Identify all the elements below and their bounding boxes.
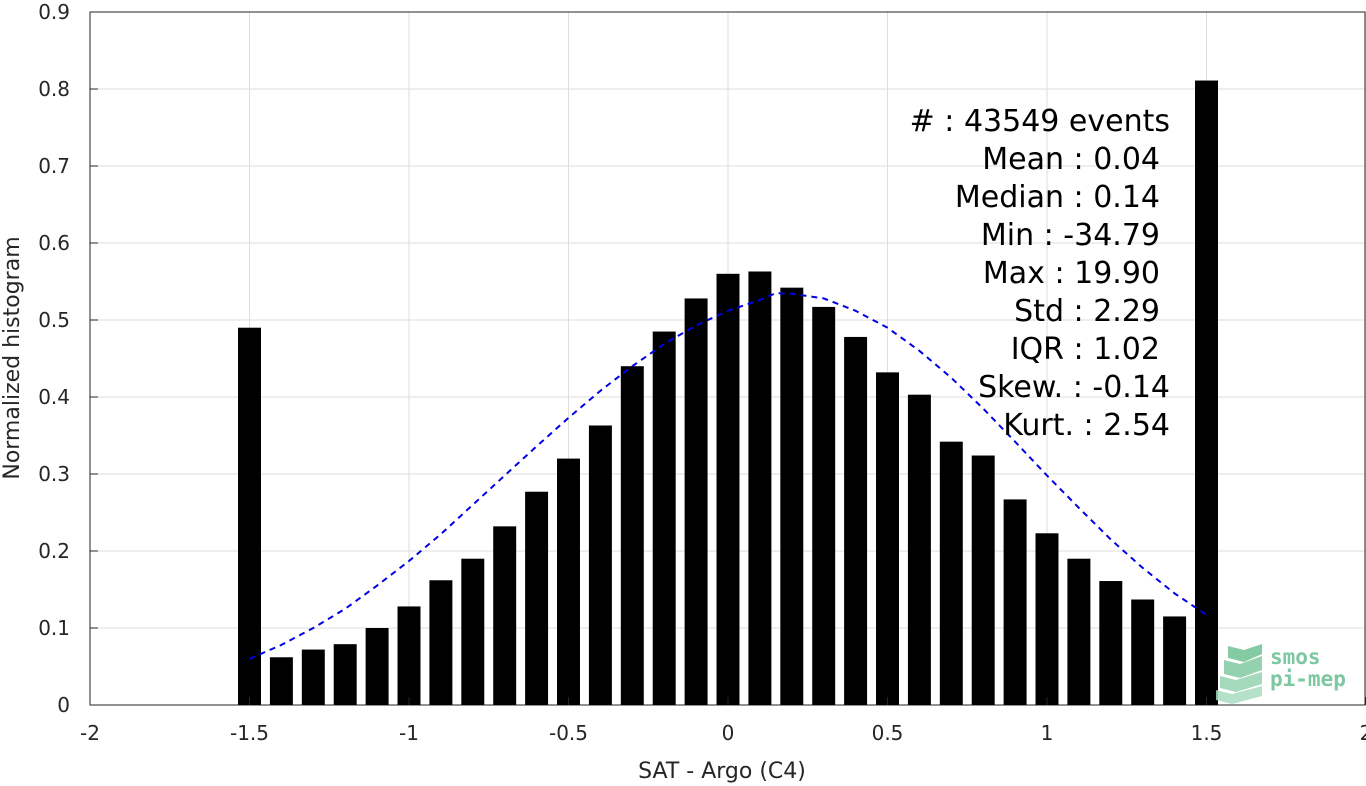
- x-tick-label: 1.5: [1191, 721, 1223, 745]
- histogram-bar: [1131, 599, 1155, 705]
- stat-min: Min : -34.79: [981, 218, 1160, 253]
- histogram-bar: [652, 331, 676, 705]
- y-tick-label: 0.6: [38, 231, 70, 255]
- histogram-bar: [876, 372, 899, 705]
- logo-text-smos: smos: [1270, 645, 1321, 669]
- histogram-bar: [748, 271, 772, 705]
- histogram-bar: [971, 455, 995, 705]
- x-tick-label: 0.5: [872, 721, 904, 745]
- histogram-bar: [939, 441, 963, 705]
- y-tick-label: 0.9: [38, 0, 70, 24]
- y-tick-label: 0.7: [38, 154, 70, 178]
- stat-std: Std : 2.29: [1014, 294, 1160, 329]
- smos-pi-mep-logo: smos pi-mep: [1216, 644, 1346, 704]
- stats-box: # : 43549 events Mean : 0.04 Median : 0.…: [910, 104, 1170, 443]
- histogram-bar: [365, 628, 389, 705]
- stat-iqr: IQR : 1.02: [1011, 332, 1160, 367]
- histogram-bar: [844, 336, 868, 705]
- y-axis-label: Normalized histogram: [0, 236, 25, 479]
- histogram-bar: [429, 580, 453, 705]
- x-tick-label: -1.5: [230, 721, 269, 745]
- stat-max: Max : 19.90: [983, 256, 1160, 291]
- histogram-bar: [557, 458, 580, 705]
- histogram-bar: [333, 644, 357, 705]
- y-tick-label: 0.8: [38, 77, 70, 101]
- histogram-bar: [620, 366, 644, 705]
- x-tick-labels: -2 -1.5 -1 -0.5 0 0.5 1 1.5 2: [80, 697, 1366, 745]
- histogram-bar: [397, 606, 421, 705]
- x-tick-label: -2: [80, 721, 100, 745]
- histogram-bar: [1195, 80, 1218, 705]
- y-tick-label: 0.5: [38, 308, 70, 332]
- histogram-bar: [780, 287, 804, 705]
- y-tick-label: 0.1: [38, 616, 70, 640]
- x-tick-label: 1: [1041, 721, 1054, 745]
- histogram-bar: [1003, 499, 1027, 705]
- bars: [238, 80, 1218, 705]
- histogram-bar: [238, 327, 261, 705]
- logo-stack-icon: [1216, 644, 1262, 704]
- x-tick-label: 0: [722, 721, 735, 745]
- x-tick-label: 2: [1360, 721, 1366, 745]
- histogram-bar: [269, 657, 293, 705]
- histogram-bar: [1163, 616, 1187, 705]
- y-tick-labels: 0 0.1 0.2 0.3 0.4 0.5 0.6 0.7 0.8 0.9: [38, 0, 98, 717]
- logo-text-pimep: pi-mep: [1270, 667, 1346, 691]
- y-tick-label: 0.2: [38, 539, 70, 563]
- histogram-bar: [588, 425, 612, 705]
- stat-kurt: Kurt. : 2.54: [1003, 408, 1170, 443]
- y-tick-label: 0: [57, 693, 70, 717]
- histogram-bar: [1099, 581, 1123, 705]
- y-tick-label: 0.3: [38, 462, 70, 486]
- histogram-bar: [716, 273, 740, 705]
- histogram-bar: [907, 394, 931, 705]
- x-axis-label: SAT - Argo (C4): [638, 759, 806, 784]
- histogram-bar: [461, 558, 485, 705]
- x-tick-label: -1: [399, 721, 419, 745]
- histogram-bar: [525, 491, 549, 705]
- y-tick-label: 0.4: [38, 385, 70, 409]
- histogram-bar: [684, 298, 708, 705]
- stat-skew: Skew. : -0.14: [978, 370, 1170, 405]
- histogram-bar: [1035, 533, 1059, 705]
- histogram-bar: [301, 649, 325, 705]
- stat-mean: Mean : 0.04: [982, 142, 1160, 177]
- histogram-bar: [812, 306, 836, 705]
- stat-median: Median : 0.14: [955, 180, 1160, 215]
- histogram-bar: [1067, 558, 1091, 705]
- stat-events: # : 43549 events: [910, 104, 1170, 139]
- histogram-bar: [493, 526, 517, 705]
- x-tick-label: -0.5: [549, 721, 588, 745]
